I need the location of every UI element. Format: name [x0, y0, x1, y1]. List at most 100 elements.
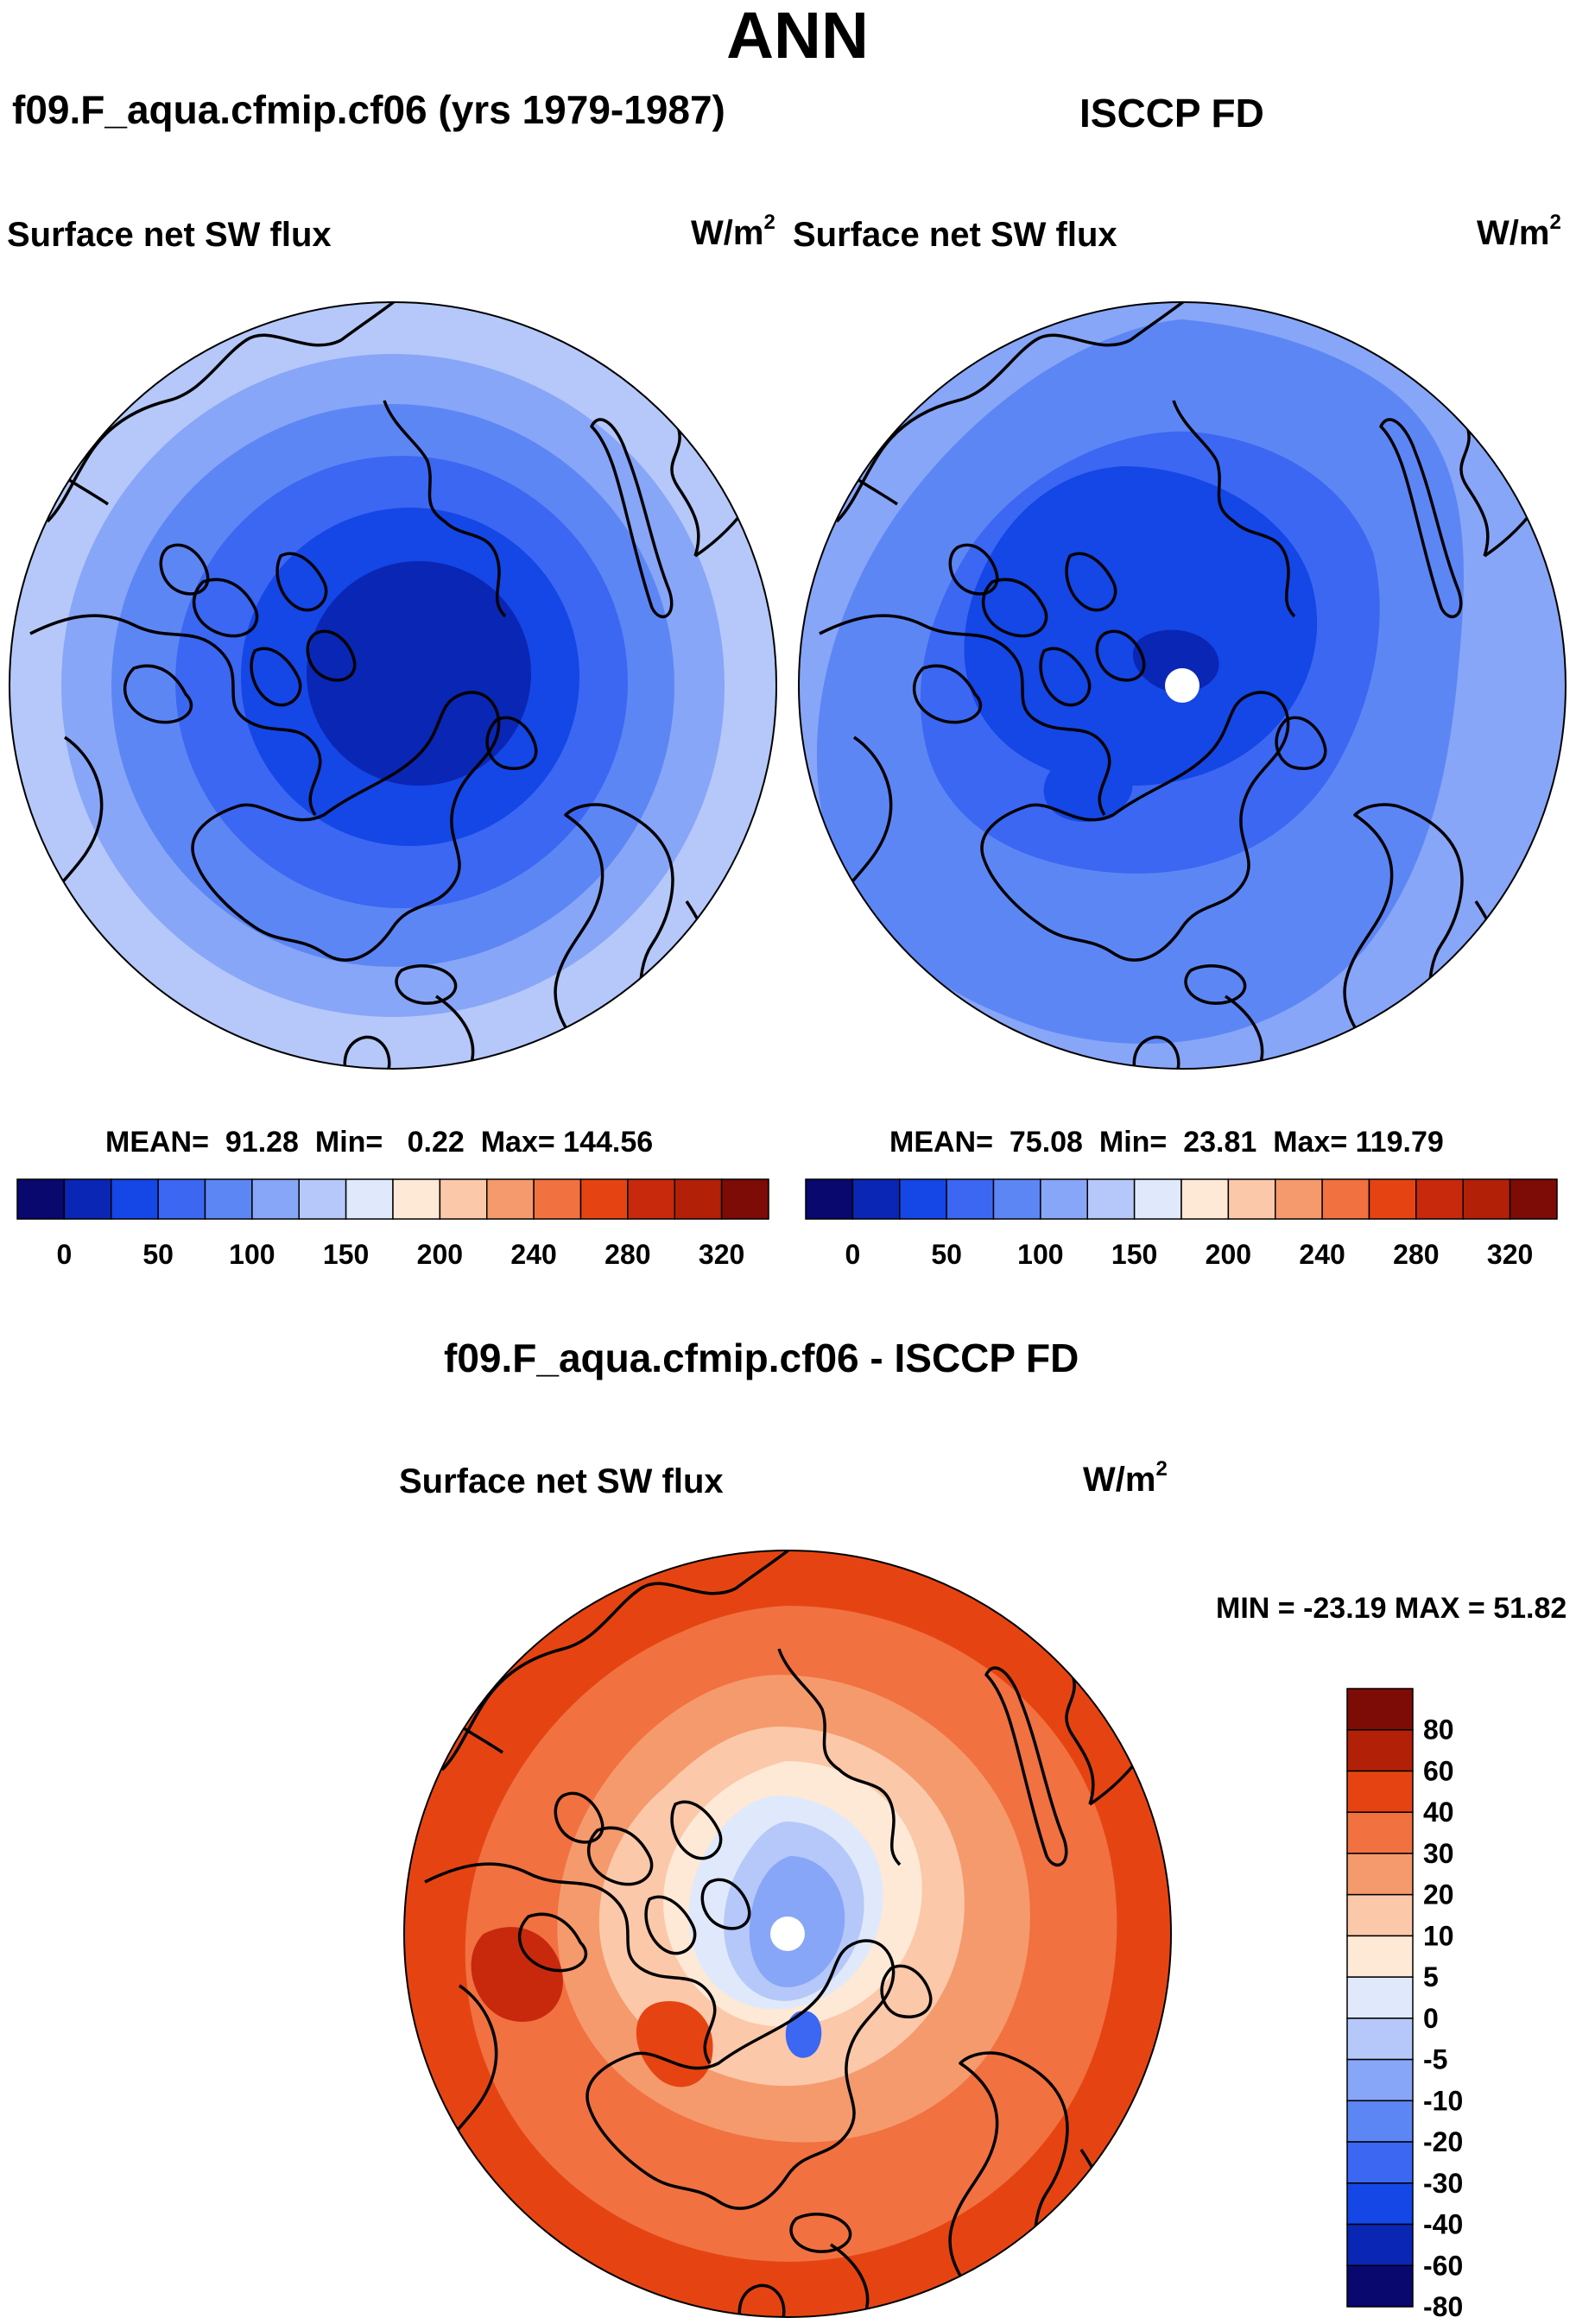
model-colorbar-swatch: [251, 1178, 300, 1220]
model-units-label: W/m2: [691, 211, 775, 252]
diff-colorbar: 80 60 40 30 20 10 5 0 -5 -10 -20 -30 -40 -60 -80: [1346, 1688, 1463, 2322]
diff-colorbar-swatch: [1346, 2058, 1414, 2102]
page-title: ANN: [726, 0, 869, 73]
model-panel-title: f09.F_aqua.cfmip.cf06 (yrs 1979-1987): [12, 87, 725, 132]
model-colorbar-swatch: [579, 1178, 629, 1220]
obs-colorbar-swatch: [899, 1178, 947, 1220]
model-colorbar-swatch: [157, 1178, 206, 1220]
diff-colorbar-tick-label: 80: [1423, 1715, 1454, 1746]
model-field-label: Surface net SW flux: [7, 216, 332, 254]
model-map-border: [9, 301, 777, 1070]
model-colorbar-tick-label: 320: [699, 1239, 744, 1270]
model-colorbar-swatch: [720, 1178, 769, 1220]
model-colorbar-tick-label: 100: [229, 1239, 275, 1270]
diff-colorbar-swatch: [1346, 2264, 1414, 2308]
diff-colorbar-tick-label: -40: [1423, 2209, 1463, 2240]
diff-units-label: W/m2: [1083, 1457, 1168, 1499]
obs-colorbar-swatch: [992, 1178, 1041, 1220]
obs-colorbar-tick-label: 100: [1017, 1239, 1063, 1270]
obs-units-label: W/m2: [1477, 211, 1561, 252]
diff-colorbar-swatch: [1346, 1688, 1414, 1731]
model-colorbar-swatch: [627, 1178, 675, 1220]
diff-colorbar-tick-label: 20: [1423, 1879, 1454, 1910]
diff-colorbar-tick-label: 40: [1423, 1797, 1454, 1828]
diff-colorbar-tick-label: 5: [1423, 1961, 1439, 1992]
obs-colorbar-swatch: [1462, 1178, 1511, 1220]
diff-colorbar-swatch: [1346, 1728, 1414, 1772]
model-colorbar-swatch: [439, 1178, 488, 1220]
obs-field-label: Surface net SW flux: [793, 216, 1117, 254]
model-colorbar-swatch: [111, 1178, 159, 1220]
diff-colorbar-tick-label: 60: [1423, 1755, 1454, 1786]
obs-colorbar-swatch: [1040, 1178, 1088, 1220]
diff-colorbar-tick-label: -10: [1423, 2085, 1463, 2116]
obs-colorbar-swatch: [1275, 1178, 1323, 1220]
obs-colorbar-swatch: [1227, 1178, 1276, 1220]
diff-colorbar-swatch: [1346, 1853, 1414, 1896]
model-colorbar-tick-label: 150: [323, 1239, 369, 1270]
diff-colorbar-swatch: [1346, 1935, 1414, 1978]
obs-colorbar-tick-label: 320: [1487, 1239, 1533, 1270]
model-colorbar-swatch: [486, 1178, 535, 1220]
diff-map-border: [403, 1550, 1172, 2318]
model-colorbar-swatch: [392, 1178, 441, 1220]
diff-colorbar-swatch: [1346, 1976, 1414, 2019]
obs-panel-title: ISCCP FD: [1079, 91, 1264, 136]
obs-colorbar-tick-label: 150: [1111, 1239, 1157, 1270]
obs-map-border: [798, 301, 1567, 1070]
obs-colorbar-swatch: [946, 1178, 995, 1220]
diff-colorbar-swatch: [1346, 2018, 1414, 2061]
model-colorbar-swatch: [16, 1178, 66, 1220]
diff-colorbar-swatch: [1346, 1811, 1414, 1854]
obs-map: [799, 302, 1566, 1069]
diff-colorbar-tick-label: -80: [1423, 2291, 1463, 2322]
model-colorbar-tick-label: 200: [417, 1239, 463, 1270]
model-colorbar-swatch: [533, 1178, 582, 1220]
diff-colorbar-swatch: [1346, 1770, 1414, 1813]
model-colorbar-tick-label: 50: [142, 1239, 174, 1270]
model-colorbar-tick-label: 0: [56, 1239, 72, 1270]
diff-colorbar-swatch: [1346, 2100, 1414, 2143]
obs-colorbar-swatch: [1133, 1178, 1182, 1220]
obs-colorbar-tick-label: 200: [1206, 1239, 1251, 1270]
obs-colorbar-swatch: [805, 1178, 854, 1220]
model-colorbar-swatch: [204, 1178, 253, 1220]
model-colorbar-tick-label: 280: [604, 1239, 650, 1270]
model-colorbar-swatch: [298, 1178, 347, 1220]
model-colorbar-swatch: [674, 1178, 723, 1220]
obs-colorbar: 0 50 100 150 200 240 280 320: [805, 1178, 1558, 1270]
obs-colorbar-tick-label: 240: [1299, 1239, 1345, 1270]
obs-colorbar-swatch: [1321, 1178, 1370, 1220]
model-colorbar-swatch: [63, 1178, 112, 1220]
obs-colorbar-swatch: [1509, 1178, 1558, 1220]
diff-colorbar-tick-label: -60: [1423, 2250, 1463, 2281]
model-stats: MEAN= 91.28 Min= 0.22 Max= 144.56: [105, 1126, 654, 1159]
diff-colorbar-swatch: [1346, 1893, 1414, 1937]
obs-colorbar-swatch: [1368, 1178, 1417, 1220]
diff-map: [404, 1550, 1171, 2317]
obs-colorbar-swatch: [1180, 1178, 1230, 1220]
model-colorbar-tick-label: 240: [510, 1239, 556, 1270]
model-map: [9, 302, 776, 1069]
obs-colorbar-tick-label: 50: [931, 1239, 962, 1270]
obs-colorbar-tick-label: 0: [845, 1239, 860, 1270]
diff-colorbar-tick-label: 10: [1423, 1920, 1454, 1951]
diff-colorbar-tick-label: 30: [1423, 1838, 1454, 1869]
diff-colorbar-tick-label: -30: [1423, 2168, 1463, 2199]
diff-field-label: Surface net SW flux: [399, 1462, 724, 1500]
obs-stats: MEAN= 75.08 Min= 23.81 Max= 119.79: [889, 1126, 1444, 1159]
diff-stats: MIN = -23.19 MAX = 51.82: [1216, 1592, 1567, 1625]
obs-colorbar-tick-label: 280: [1393, 1239, 1439, 1270]
diff-colorbar-tick-label: 0: [1423, 2003, 1439, 2034]
diff-colorbar-tick-label: -5: [1423, 2044, 1447, 2075]
diff-colorbar-swatch: [1346, 2141, 1414, 2184]
model-colorbar-swatch: [345, 1178, 394, 1220]
obs-colorbar-swatch: [1086, 1178, 1136, 1220]
diff-colorbar-swatch: [1346, 2182, 1414, 2226]
diff-colorbar-tick-label: -20: [1423, 2126, 1463, 2157]
model-colorbar: 0 50 100 150 200 240 280 320: [16, 1178, 769, 1270]
diff-panel-title: f09.F_aqua.cfmip.cf06 - ISCCP FD: [444, 1336, 1079, 1380]
obs-colorbar-swatch: [851, 1178, 901, 1220]
diff-colorbar-swatch: [1346, 2223, 1414, 2267]
